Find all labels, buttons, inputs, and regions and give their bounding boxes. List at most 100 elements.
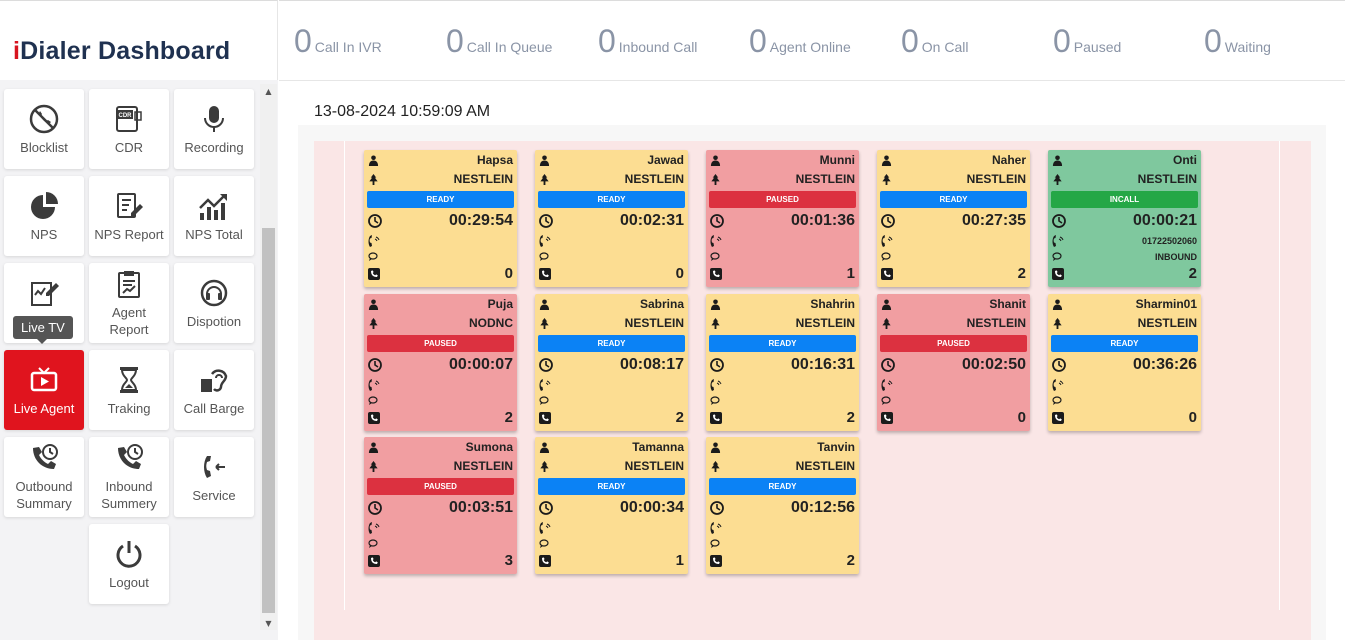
agent-card-shahrin[interactable]: Shahrin NESTLEIN READY 00:16:31 2 — [706, 294, 859, 431]
agent-status-badge: READY — [367, 191, 514, 208]
phone-box-icon — [368, 554, 380, 567]
menu-tile-outbound-summary[interactable]: Outbound Summary — [4, 437, 84, 517]
hourglass-icon — [113, 364, 145, 396]
agent-status-badge: READY — [880, 191, 1027, 208]
status-duration: 00:27:35 — [961, 212, 1026, 229]
phone-box-icon — [539, 267, 551, 280]
agent-name: Naher — [991, 153, 1026, 167]
status-duration: 00:00:21 — [1132, 212, 1197, 229]
agent-status-badge: READY — [538, 191, 685, 208]
clock-icon — [710, 501, 724, 515]
scroll-up-arrow-icon[interactable]: ▲ — [265, 86, 272, 96]
agent-card-munni[interactable]: Munni NESTLEIN PAUSED 00:01:36 1 — [706, 150, 859, 287]
agent-card-naher[interactable]: Naher NESTLEIN READY 00:27:35 2 — [877, 150, 1030, 287]
phone-box-icon — [710, 267, 722, 280]
status-duration: 00:00:07 — [448, 356, 513, 373]
scroll-down-arrow-icon[interactable]: ▼ — [265, 618, 272, 628]
menu-tile-label: Dispotion — [186, 313, 242, 329]
trend-chart-icon — [198, 190, 230, 222]
call-count: 0 — [1188, 409, 1197, 426]
call-count: 2 — [846, 409, 855, 426]
stat-label: Paused — [1073, 39, 1122, 55]
agent-status-badge: READY — [709, 478, 856, 495]
scroll-thumb[interactable] — [262, 228, 275, 613]
menu-tile-nps-total[interactable]: NPS Total — [174, 176, 254, 256]
chat-icon — [881, 252, 891, 261]
menu-tile-agent-report[interactable]: Agent Report — [89, 263, 169, 343]
agent-card-tanvin[interactable]: Tanvin NESTLEIN READY 00:12:56 2 — [706, 437, 859, 574]
chat-icon — [539, 252, 549, 261]
live-tv-tooltip: Live TV — [13, 316, 73, 344]
agent-card-onti[interactable]: Onti NESTLEIN INCALL 00:00:21 0172250206… — [1048, 150, 1201, 287]
call-count: 1 — [846, 265, 855, 282]
activity-icon — [28, 277, 60, 309]
agent-card-hapsa[interactable]: Hapsa NESTLEIN READY 00:29:54 0 — [364, 150, 517, 287]
menu-tile-label: CDR — [114, 139, 144, 155]
menu-tile-service[interactable]: Service — [174, 437, 254, 517]
menu-tile-blocklist[interactable]: Blocklist — [4, 89, 84, 169]
campaign-tree-icon — [368, 460, 379, 472]
call-count: 1 — [675, 552, 684, 569]
call-count: 2 — [846, 552, 855, 569]
menu-tile-label: NPS — [30, 226, 58, 242]
agent-card-jawad[interactable]: Jawad NESTLEIN READY 00:02:31 0 — [535, 150, 688, 287]
agent-card-shanit[interactable]: Shanit NESTLEIN PAUSED 00:02:50 0 — [877, 294, 1030, 431]
stat-value: 0 — [598, 23, 616, 59]
campaign-tree-icon — [881, 317, 892, 329]
agent-card-sabrina[interactable]: Sabrina NESTLEIN READY 00:08:17 2 — [535, 294, 688, 431]
tv-icon — [28, 364, 60, 396]
phone-box-icon — [539, 554, 551, 567]
call-count: 2 — [675, 409, 684, 426]
menu-tile-nps[interactable]: NPS — [4, 176, 84, 256]
menu-tile-dispotion[interactable]: Dispotion — [174, 263, 254, 343]
agent-card-sumona[interactable]: Sumona NESTLEIN PAUSED 00:03:51 3 — [364, 437, 517, 574]
menu-tile-logout[interactable]: Logout — [89, 524, 169, 604]
menu-tile-cdr[interactable]: CDR CDR — [89, 89, 169, 169]
menu-tile-inbound-summery[interactable]: Inbound Summery — [89, 437, 169, 517]
clock-icon — [881, 358, 895, 372]
app-title[interactable]: iDialer Dashboard — [13, 37, 230, 66]
campaign-tree-icon — [881, 173, 892, 185]
call-direction: INBOUND — [1155, 251, 1197, 262]
menu-tile-call-barge[interactable]: Call Barge — [174, 350, 254, 430]
stat-value: 0 — [1053, 23, 1071, 59]
agent-card-puja[interactable]: Puja NODNC PAUSED 00:00:07 2 — [364, 294, 517, 431]
menu-tile-label: Traking — [107, 400, 151, 416]
status-duration: 00:02:31 — [619, 212, 684, 229]
agent-status-badge: READY — [538, 335, 685, 352]
stat-value: 0 — [446, 23, 464, 59]
menu-tile-label: Logout — [109, 574, 149, 590]
agent-card-sharmin01[interactable]: Sharmin01 NESTLEIN READY 00:36:26 0 — [1048, 294, 1201, 431]
phone-box-icon — [368, 411, 380, 424]
agent-status-badge: PAUSED — [709, 191, 856, 208]
campaign-tree-icon — [368, 173, 379, 185]
agent-name: Sharmin01 — [1135, 297, 1197, 311]
clock-icon — [539, 501, 553, 515]
sidebar-scrollbar[interactable]: ▲ ▼ — [260, 84, 277, 630]
phone-box-icon — [881, 411, 893, 424]
menu-tile-recording[interactable]: Recording — [174, 89, 254, 169]
user-icon — [368, 298, 379, 310]
agent-status-badge: READY — [1051, 335, 1198, 352]
agent-name: Shahrin — [810, 297, 855, 311]
headset-icon — [198, 277, 230, 309]
caller-number: 01722502060 — [1141, 236, 1197, 246]
chat-icon — [881, 396, 891, 405]
campaign-tree-icon — [539, 460, 550, 472]
menu-tile-label: Live Agent — [13, 400, 75, 416]
user-icon — [881, 298, 892, 310]
menu-tile-label: Service — [192, 487, 236, 503]
agent-status-badge: READY — [538, 478, 685, 495]
clock-icon — [881, 214, 895, 228]
menu-tile-live-agent[interactable]: Live Agent — [4, 350, 84, 430]
menu-tile-nps-report[interactable]: NPS Report — [89, 176, 169, 256]
agent-name: Jawad — [647, 153, 684, 167]
call-count: 0 — [1017, 409, 1026, 426]
agent-card-tamanna[interactable]: Tamanna NESTLEIN READY 00:00:34 1 — [535, 437, 688, 574]
agent-campaign: NESTLEIN — [453, 172, 513, 186]
menu-grid: Blocklist CDR CDR Recording NPS NPS Report NPS… — [0, 84, 260, 640]
menu-tile-traking[interactable]: Traking — [89, 350, 169, 430]
status-duration: 00:00:34 — [619, 499, 684, 516]
chat-icon — [1052, 396, 1062, 405]
clock-icon — [539, 214, 553, 228]
